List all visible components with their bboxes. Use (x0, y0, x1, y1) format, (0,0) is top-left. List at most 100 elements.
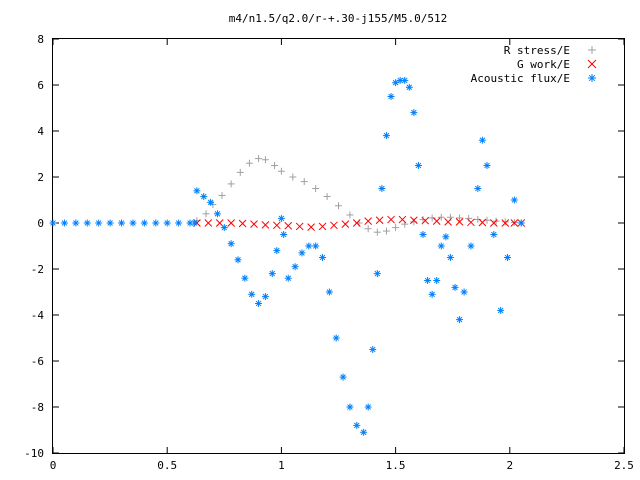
g-work-point (387, 215, 395, 224)
g-work-point (375, 216, 384, 225)
acoustic-flux-point (298, 249, 306, 257)
acoustic-flux-point (227, 240, 235, 248)
r-stress-point (474, 216, 482, 224)
acoustic-flux-point (510, 196, 518, 204)
acoustic-flux-point (346, 403, 354, 411)
r-stress-point (255, 155, 263, 163)
acoustic-flux-point (140, 219, 148, 227)
g-work-point (364, 217, 373, 226)
acoustic-flux-point (478, 136, 486, 144)
acoustic-flux-point (325, 288, 333, 296)
acoustic-flux-point (369, 346, 377, 353)
g-work-point (352, 219, 361, 227)
g-work-point (478, 218, 487, 227)
r-stress-point (428, 214, 436, 222)
y-tick-label: -8 (31, 401, 44, 414)
g-work-point (341, 220, 350, 229)
r-stress-point (323, 193, 331, 201)
y-tick-label: -10 (24, 447, 44, 460)
acoustic-flux-point (60, 219, 68, 227)
y-tick-label: 2 (37, 171, 44, 184)
acoustic-flux-point (152, 219, 160, 227)
r-stress-point (437, 213, 445, 221)
acoustic-flux-point (193, 187, 201, 195)
acoustic-flux-point (277, 214, 285, 222)
acoustic-flux-point (339, 373, 347, 381)
g-work-point (410, 216, 418, 225)
g-work-point (272, 221, 281, 230)
r-stress-point (419, 216, 427, 224)
acoustic-flux-point (373, 270, 381, 278)
acoustic-flux-point (255, 300, 263, 307)
acoustic-flux-point (175, 219, 183, 227)
acoustic-flux-point (319, 254, 327, 261)
y-tick-label: 4 (37, 125, 44, 138)
acoustic-flux-point (483, 162, 491, 169)
acoustic-flux-point (83, 219, 91, 227)
acoustic-flux-point (49, 219, 57, 227)
r-stress-point (277, 167, 285, 175)
acoustic-flux-point (72, 219, 80, 227)
acoustic-flux-point (207, 198, 215, 206)
y-tick-label: -2 (31, 263, 44, 276)
chart-title: m4/n1.5/q2.0/r-+.30-j155/M5.0/512 (229, 12, 448, 25)
series-layer (49, 76, 526, 436)
acoustic-flux-point (353, 421, 361, 429)
g-work-point (318, 222, 327, 231)
y-tick-label: 8 (37, 33, 44, 46)
r-stress-point (236, 168, 244, 176)
plot-frame (52, 38, 625, 454)
acoustic-flux-point (186, 219, 194, 227)
g-work-point (295, 222, 304, 231)
acoustic-flux-point (191, 219, 199, 227)
acoustic-flux-point (451, 283, 459, 291)
r-stress-point (373, 228, 381, 236)
acoustic-flux-point (118, 219, 126, 227)
g-work-point (455, 217, 464, 226)
g-work-point (421, 216, 430, 225)
x-tick-label: 2 (506, 459, 513, 472)
acoustic-flux-point (442, 233, 450, 241)
r-stress-point (382, 227, 390, 235)
g-work-point (467, 218, 475, 227)
acoustic-flux-point (273, 247, 281, 255)
acoustic-flux-point (467, 242, 475, 250)
acoustic-flux-point (428, 290, 436, 298)
acoustic-flux-point (437, 242, 445, 250)
acoustic-flux-point (213, 210, 221, 218)
acoustic-flux-point (248, 290, 256, 298)
acoustic-flux-point (95, 219, 103, 227)
acoustic-flux-point (504, 254, 512, 261)
r-stress-point (312, 185, 320, 192)
acoustic-flux-point (382, 132, 390, 140)
acoustic-flux-point (401, 76, 409, 84)
r-stress-point (456, 214, 464, 222)
g-work-point (330, 221, 338, 230)
g-work-point (261, 220, 270, 229)
r-stress-point (261, 156, 269, 164)
g-work-point (501, 219, 510, 227)
x-tick-label: 0 (50, 459, 57, 472)
g-work-point (398, 215, 407, 224)
acoustic-flux-point (312, 242, 320, 250)
x-tick-label: 0.5 (157, 459, 177, 472)
acoustic-flux-point (284, 274, 292, 282)
g-work-point (444, 217, 452, 226)
acoustic-flux-point (305, 242, 313, 250)
r-stress-point (501, 218, 509, 226)
r-stress-point (335, 202, 342, 210)
r-stress-point (202, 210, 210, 218)
legend-marker (588, 74, 596, 82)
g-work-point (510, 219, 519, 227)
r-stress-point (289, 173, 297, 181)
acoustic-flux-point (433, 277, 441, 284)
acoustic-flux-point (410, 109, 418, 117)
legend-label: Acoustic flux/E (471, 72, 570, 85)
x-tick-label: 2.5 (614, 459, 634, 472)
y-tick-label: 0 (37, 217, 44, 230)
acoustic-flux-point (261, 293, 269, 301)
acoustic-flux-point (378, 185, 386, 192)
legend-label: R stress/E (504, 44, 570, 57)
axes: 0 0.5 1 1.5 2 2.5 -10 -8 -6 -4 -2 0 2 4 6 8 (24, 33, 634, 472)
